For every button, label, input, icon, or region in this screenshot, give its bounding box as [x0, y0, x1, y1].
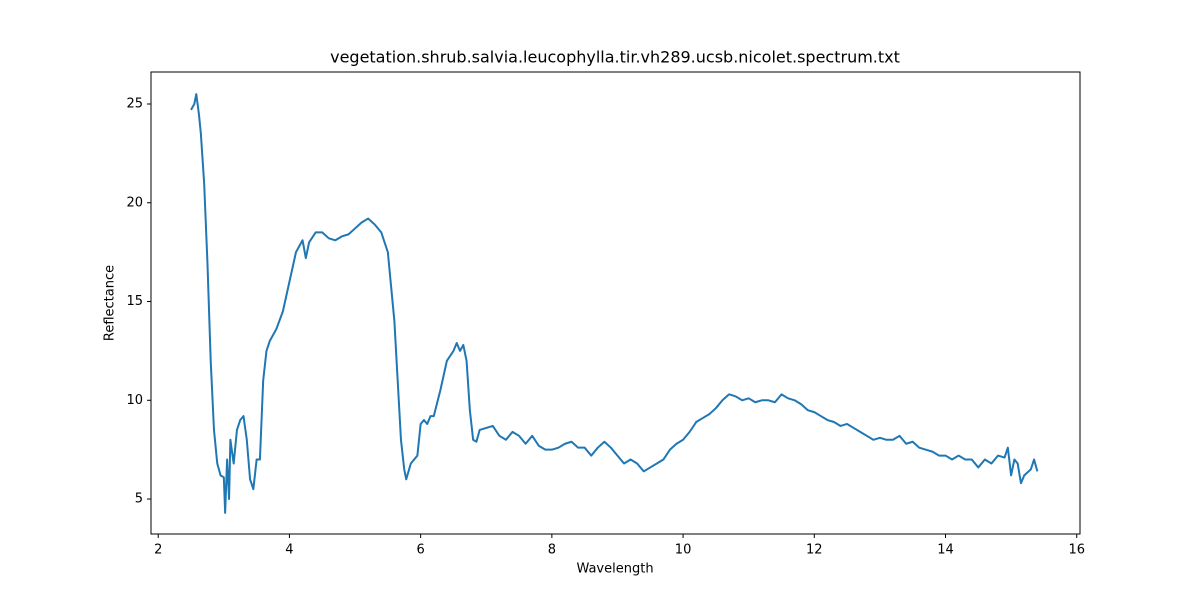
x-tick-label: 8: [548, 543, 556, 558]
spectrum-line: [190, 93, 1039, 514]
y-tick-label: 10: [126, 393, 143, 408]
x-tick-label: 16: [1068, 543, 1085, 558]
x-tick-label: 12: [806, 543, 823, 558]
x-tick-label: 2: [154, 543, 162, 558]
x-tick-label: 14: [937, 543, 954, 558]
y-tick-label: 5: [135, 492, 143, 507]
x-tick-label: 10: [675, 543, 692, 558]
y-axis-label: Reflectance: [103, 265, 118, 341]
y-tick-label: 25: [126, 96, 143, 111]
x-tick-label: 6: [417, 543, 425, 558]
y-tick-label: 15: [126, 294, 143, 309]
x-tick-label: 4: [285, 543, 293, 558]
x-axis-label: Wavelength: [576, 562, 653, 577]
chart-title: vegetation.shrub.salvia.leucophylla.tir.…: [330, 48, 900, 67]
plot-frame: [150, 71, 1081, 535]
y-tick-label: 20: [126, 195, 143, 210]
